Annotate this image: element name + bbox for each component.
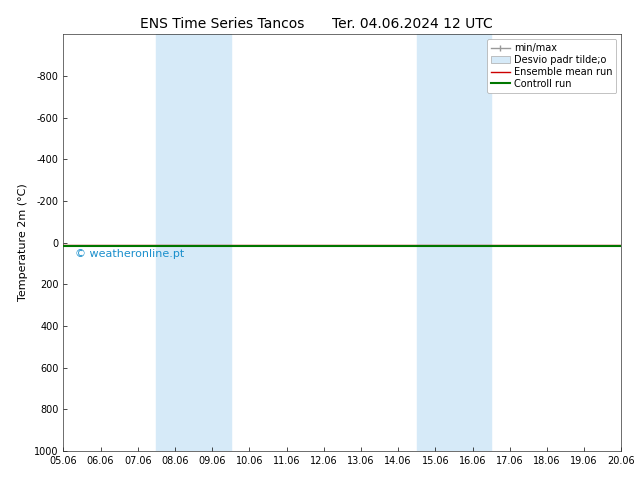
Y-axis label: Temperature 2m (°C): Temperature 2m (°C) (18, 184, 29, 301)
Text: © weatheronline.pt: © weatheronline.pt (75, 249, 184, 259)
Text: ENS Time Series Tancos: ENS Time Series Tancos (139, 17, 304, 31)
Bar (157, 34, 231, 451)
Legend: min/max, Desvio padr tilde;o, Ensemble mean run, Controll run: min/max, Desvio padr tilde;o, Ensemble m… (487, 39, 616, 93)
Bar (417, 34, 491, 451)
Text: Ter. 04.06.2024 12 UTC: Ter. 04.06.2024 12 UTC (332, 17, 493, 31)
